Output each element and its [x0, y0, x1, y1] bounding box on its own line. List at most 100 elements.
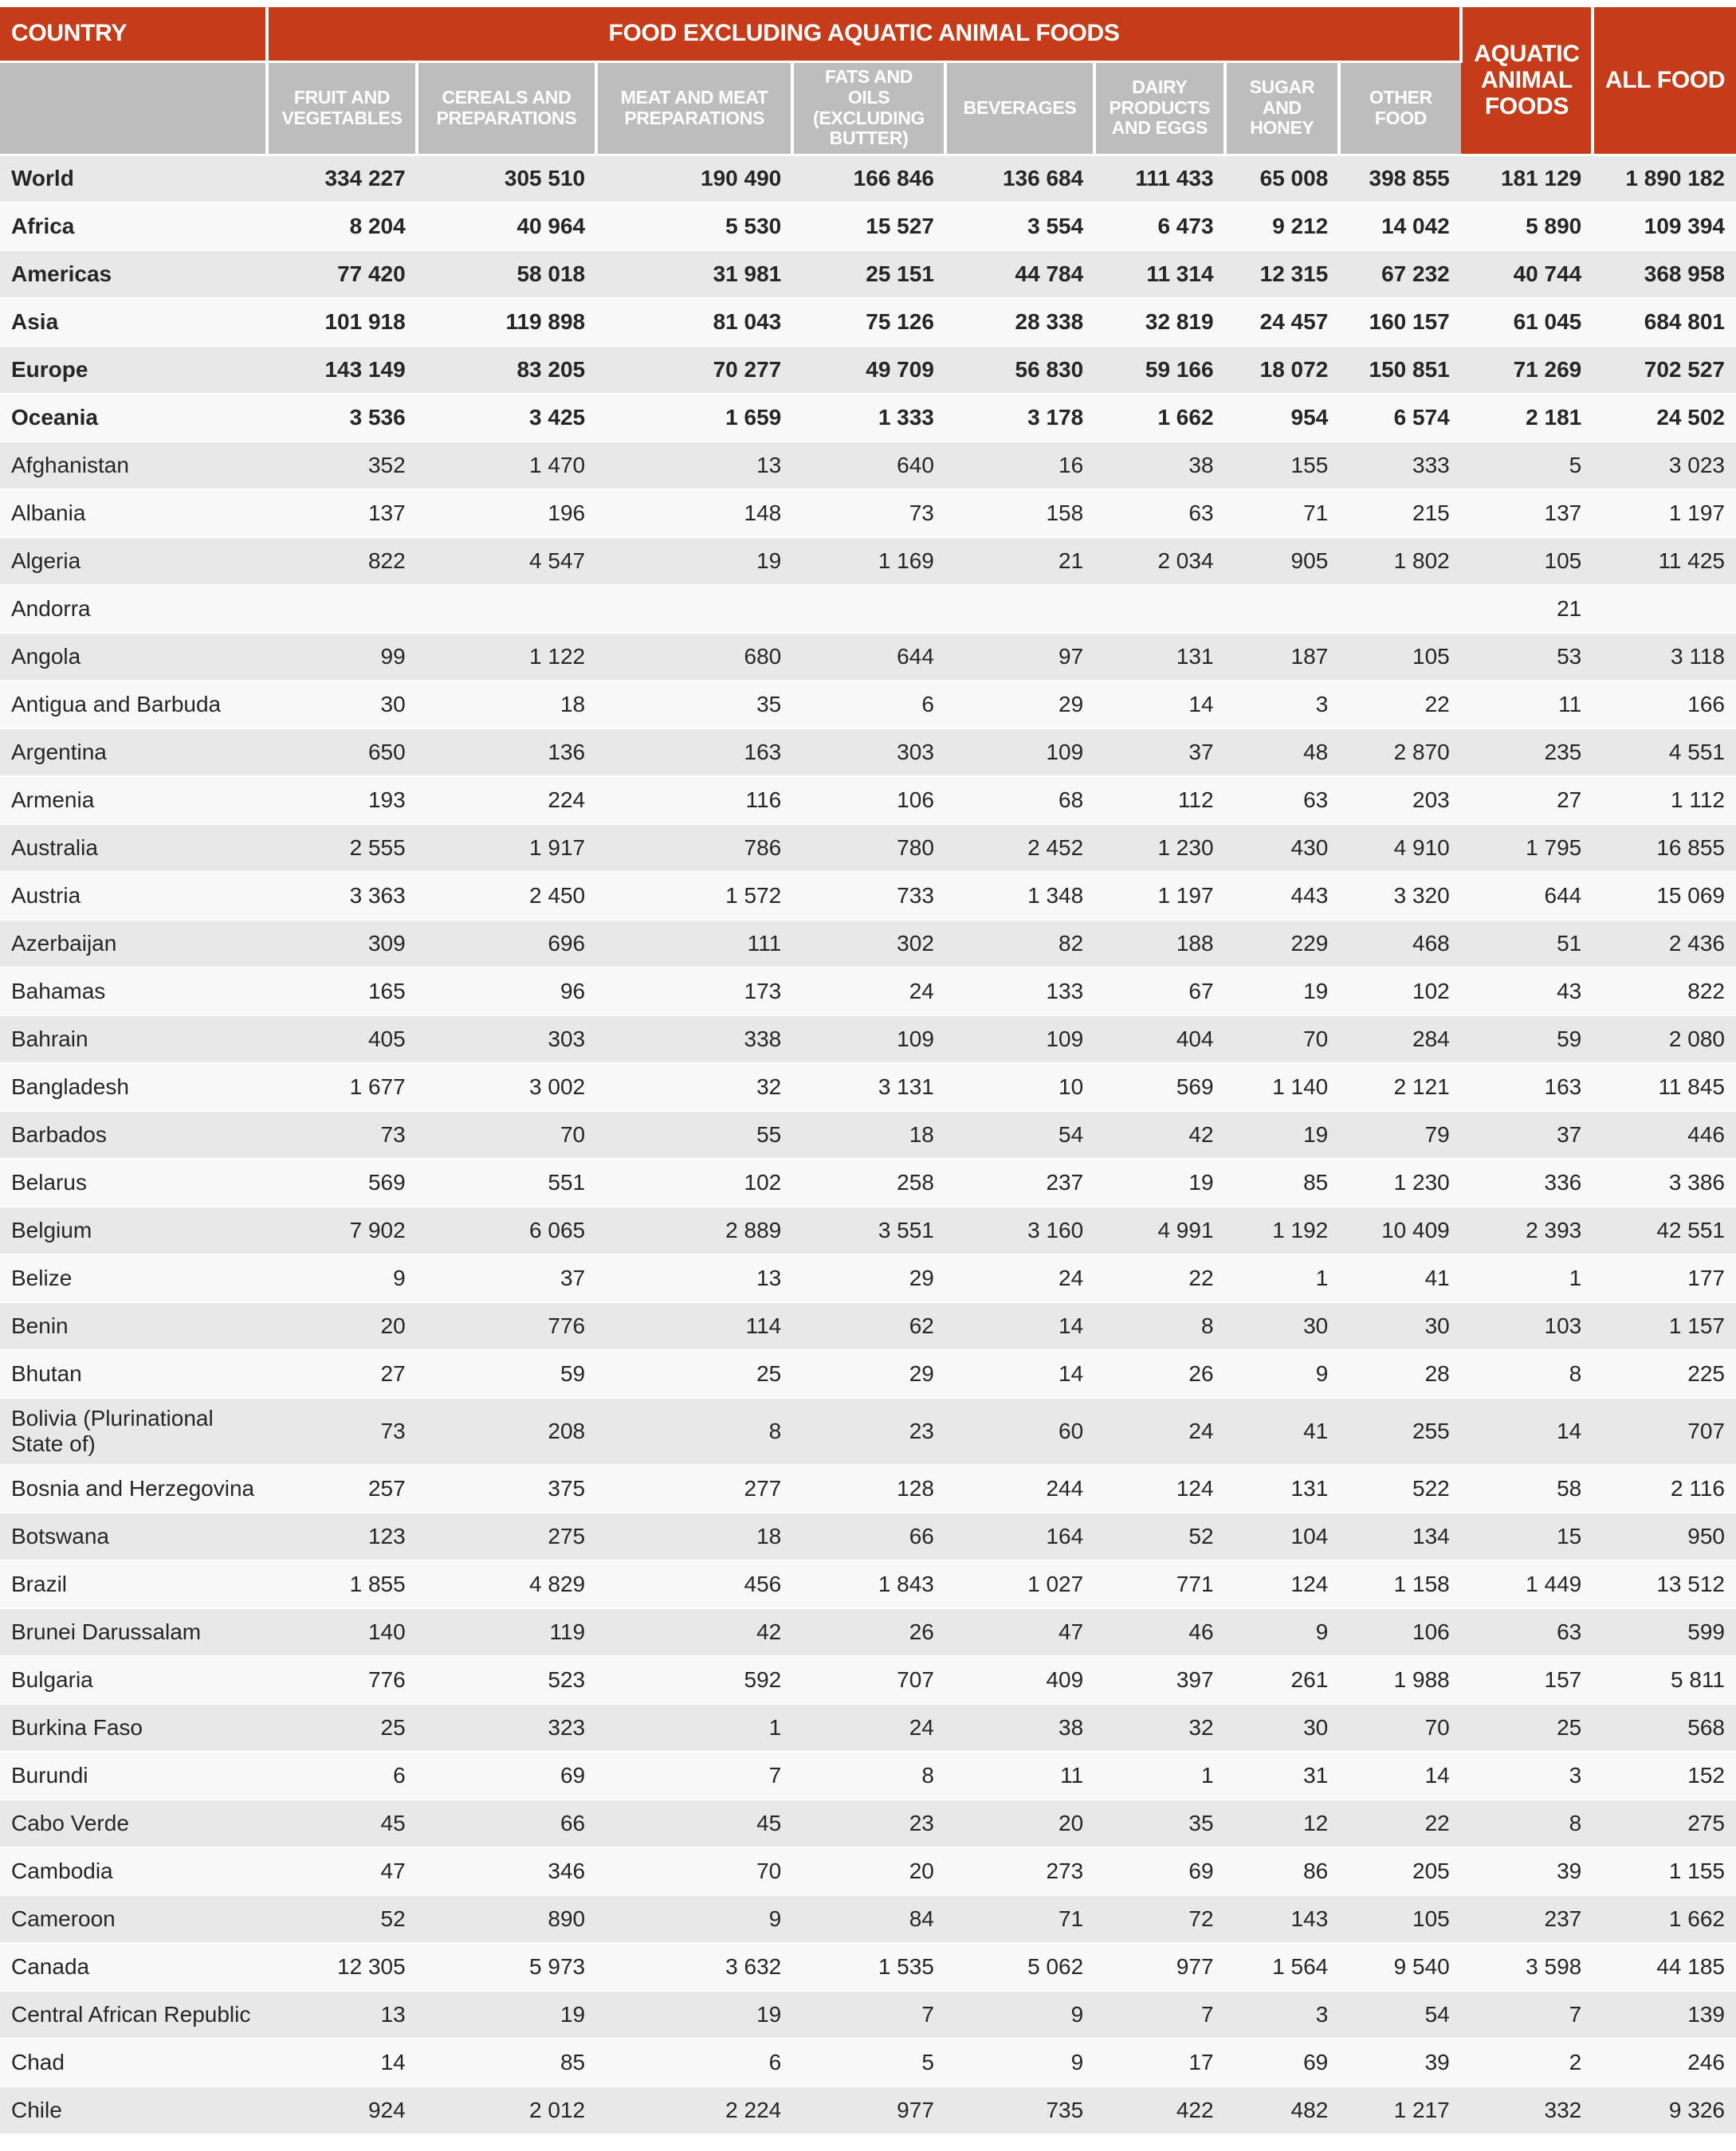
value-cell: 2 870: [1339, 728, 1461, 777]
value-cell: 5 062: [945, 1942, 1095, 1992]
value-cell: 235: [1460, 728, 1593, 777]
value-cell: 59: [1460, 1015, 1593, 1064]
value-cell: 10 409: [1339, 1207, 1461, 1255]
value-cell: 67 232: [1339, 250, 1461, 299]
value-cell: 1 535: [792, 1942, 945, 1992]
value-cell: 7: [596, 1751, 793, 1800]
value-cell: 72: [1094, 1894, 1225, 1944]
value-cell: 42 551: [1593, 1207, 1736, 1255]
value-cell: 950: [1593, 1512, 1736, 1561]
value-cell: 69: [1224, 2038, 1340, 2087]
value-cell: 37: [1094, 728, 1225, 777]
value-cell: 905: [1224, 537, 1340, 586]
country-cell: Asia: [0, 298, 268, 347]
value-cell: 9: [1224, 1607, 1340, 1657]
value-cell: 14: [1460, 1398, 1593, 1466]
country-cell: Brunei Darussalam: [0, 1607, 268, 1657]
value-cell: 86: [1224, 1847, 1340, 1896]
value-cell: 12: [1224, 1799, 1340, 1848]
value-cell: 102: [1339, 968, 1461, 1016]
value-cell: 8: [1460, 1350, 1593, 1399]
value-cell: 24: [1094, 1398, 1225, 1466]
value-cell: 55: [596, 1111, 793, 1160]
value-cell: 640: [792, 442, 945, 490]
value-cell: 46: [1094, 1607, 1225, 1657]
table-row: Bahrain 405 303 338 109 109 404 70 284 5…: [0, 1015, 1736, 1064]
value-cell: 155: [1224, 442, 1340, 490]
value-cell: 258: [792, 1159, 945, 1207]
value-cell: 2 116: [1593, 1464, 1736, 1513]
country-cell: Armenia: [0, 776, 268, 825]
value-cell: 165: [267, 968, 417, 1016]
value-cell: 163: [1460, 1063, 1593, 1112]
subheader-other-food: OTHER FOOD: [1339, 61, 1461, 156]
value-cell: 338: [596, 1015, 793, 1064]
value-cell: 187: [1224, 633, 1340, 681]
value-cell: 430: [1224, 824, 1340, 873]
value-cell: 599: [1593, 1607, 1736, 1657]
value-cell: 302: [792, 920, 945, 968]
value-cell: 1 230: [1339, 1159, 1461, 1207]
value-cell: 19: [416, 1990, 597, 2039]
value-cell: 1 449: [1460, 1560, 1593, 1609]
value-cell: 277: [596, 1464, 793, 1513]
value-cell: 1 122: [416, 633, 597, 681]
value-cell: 261: [1224, 1655, 1340, 1705]
value-cell: 42: [1094, 1111, 1225, 1160]
value-cell: 24 457: [1224, 298, 1340, 347]
value-cell: 119: [416, 1607, 597, 1657]
value-cell: 244: [945, 1464, 1095, 1513]
value-cell: 20: [792, 1847, 945, 1896]
value-cell: 49 709: [792, 346, 945, 394]
value-cell: 1 662: [1094, 394, 1225, 442]
table-row: Albania 137 196 148 73 158 63 71 215 137…: [0, 489, 1736, 538]
value-cell: 5: [1460, 442, 1593, 490]
value-cell: 119 898: [416, 298, 597, 347]
value-cell: 215: [1339, 489, 1461, 538]
country-cell: Bahrain: [0, 1015, 268, 1064]
country-cell: Central African Republic: [0, 1990, 268, 2039]
value-cell: [596, 585, 793, 634]
country-cell: Austria: [0, 872, 268, 920]
value-cell: 404: [1094, 1015, 1225, 1064]
value-cell: 196: [416, 489, 597, 538]
country-cell: World: [0, 155, 268, 203]
value-cell: 398 855: [1339, 155, 1461, 203]
value-cell: 26: [1094, 1350, 1225, 1399]
table-row: Botswana 123 275 18 66 164 52 104 134 15…: [0, 1512, 1736, 1561]
value-cell: 1 795: [1460, 824, 1593, 873]
value-cell: 83 205: [416, 346, 597, 394]
value-cell: 173: [596, 968, 793, 1016]
value-cell: 1 677: [267, 1063, 417, 1112]
table-row: Benin 20 776 114 62 14 8 30 30 103 1 157: [0, 1302, 1736, 1351]
value-cell: 5 811: [1593, 1655, 1736, 1705]
country-cell: Belgium: [0, 1207, 268, 1255]
subheader-dairy-eggs: DAIRY PRODUCTS AND EGGS: [1094, 61, 1227, 156]
value-cell: 11 314: [1094, 250, 1225, 299]
value-cell: 702 527: [1593, 346, 1736, 394]
country-cell: Belarus: [0, 1159, 268, 1207]
value-cell: 31 981: [596, 250, 793, 299]
country-cell: Azerbaijan: [0, 920, 268, 968]
value-cell: 305 510: [416, 155, 597, 203]
value-cell: 2 436: [1593, 920, 1736, 968]
value-cell: 18: [792, 1111, 945, 1160]
value-cell: 38: [1094, 442, 1225, 490]
value-cell: 21: [1460, 585, 1593, 634]
value-cell: 1 855: [267, 1560, 417, 1609]
value-cell: 257: [267, 1464, 417, 1513]
value-cell: 6 574: [1339, 394, 1461, 442]
value-cell: 1 843: [792, 1560, 945, 1609]
value-cell: 158: [945, 489, 1095, 538]
value-cell: 12 305: [267, 1942, 417, 1992]
country-cell: Bahamas: [0, 968, 268, 1016]
value-cell: 41: [1224, 1398, 1340, 1466]
value-cell: 977: [792, 2086, 945, 2135]
value-cell: 28 338: [945, 298, 1095, 347]
table-row: Bolivia (Plurinational State of) 73 208 …: [0, 1398, 1736, 1466]
table-row: Bulgaria 776 523 592 707 409 397 261 1 9…: [0, 1655, 1736, 1705]
value-cell: 150 851: [1339, 346, 1461, 394]
value-cell: 143: [1224, 1894, 1340, 1944]
value-cell: 1: [1224, 1254, 1340, 1303]
value-cell: 131: [1094, 633, 1225, 681]
